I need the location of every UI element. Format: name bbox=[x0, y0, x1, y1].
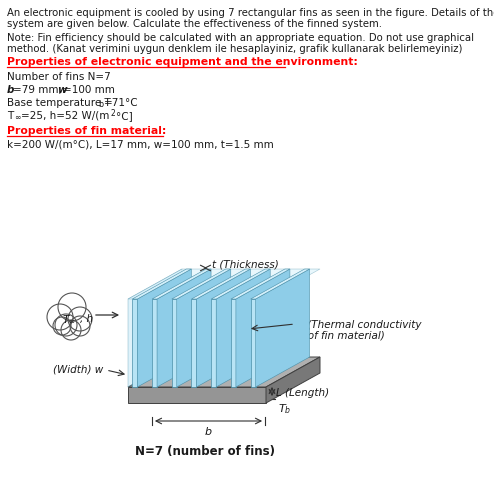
Text: =25, h=52 W/(m: =25, h=52 W/(m bbox=[21, 111, 109, 121]
Polygon shape bbox=[231, 299, 236, 387]
Polygon shape bbox=[172, 299, 177, 387]
Text: , h: , h bbox=[80, 313, 93, 324]
Text: k=200 W/(m°C), L=17 mm, w=100 mm, t=1.5 mm: k=200 W/(m°C), L=17 mm, w=100 mm, t=1.5 … bbox=[7, 140, 274, 150]
Polygon shape bbox=[197, 269, 250, 387]
Polygon shape bbox=[152, 269, 211, 299]
Text: Properties of electronic equipment and the environment:: Properties of electronic equipment and t… bbox=[7, 57, 358, 67]
Text: Properties of fin material:: Properties of fin material: bbox=[7, 126, 166, 136]
Polygon shape bbox=[128, 269, 182, 387]
Polygon shape bbox=[192, 299, 197, 387]
Circle shape bbox=[55, 314, 77, 336]
Polygon shape bbox=[250, 299, 255, 387]
Polygon shape bbox=[255, 269, 310, 387]
Polygon shape bbox=[216, 269, 270, 387]
Text: 2: 2 bbox=[110, 109, 115, 118]
Polygon shape bbox=[192, 269, 250, 299]
Polygon shape bbox=[231, 269, 290, 299]
Polygon shape bbox=[132, 299, 137, 387]
Text: b: b bbox=[7, 85, 14, 95]
Text: w: w bbox=[57, 85, 67, 95]
Polygon shape bbox=[128, 269, 320, 299]
Text: =100 mm: =100 mm bbox=[63, 85, 115, 95]
Circle shape bbox=[61, 320, 81, 340]
Polygon shape bbox=[211, 299, 216, 387]
Polygon shape bbox=[152, 299, 157, 387]
Text: T: T bbox=[7, 111, 13, 121]
Polygon shape bbox=[177, 269, 231, 387]
Text: An electronic equipment is cooled by using 7 rectangular fins as seen in the fig: An electronic equipment is cooled by usi… bbox=[7, 8, 494, 18]
Text: method. (Kanat verimini uygun denklem ile hesaplayiniz, grafik kullanarak belirl: method. (Kanat verimini uygun denklem il… bbox=[7, 44, 462, 54]
Text: t (Thickness): t (Thickness) bbox=[212, 260, 279, 269]
Text: (Width) w: (Width) w bbox=[53, 364, 103, 374]
Circle shape bbox=[70, 316, 90, 336]
Text: L (Length): L (Length) bbox=[276, 387, 329, 397]
Polygon shape bbox=[172, 269, 231, 299]
Text: k (Thermal conductivity: k (Thermal conductivity bbox=[298, 319, 421, 329]
Circle shape bbox=[68, 307, 92, 331]
Text: =71°C: =71°C bbox=[104, 98, 139, 108]
Text: $T_b$: $T_b$ bbox=[278, 401, 291, 415]
Polygon shape bbox=[211, 269, 270, 299]
Polygon shape bbox=[236, 269, 290, 387]
Circle shape bbox=[47, 305, 73, 330]
Text: $T_\infty$: $T_\infty$ bbox=[62, 312, 76, 324]
Text: ∞: ∞ bbox=[14, 113, 20, 122]
Polygon shape bbox=[266, 357, 320, 403]
Circle shape bbox=[58, 293, 86, 321]
Polygon shape bbox=[157, 269, 211, 387]
Text: =79 mm,: =79 mm, bbox=[13, 85, 65, 95]
Text: of fin material): of fin material) bbox=[298, 330, 385, 340]
Polygon shape bbox=[132, 269, 191, 299]
Text: b: b bbox=[205, 426, 211, 436]
Text: Note: Fin efficiency should be calculated with an appropriate equation. Do not u: Note: Fin efficiency should be calculate… bbox=[7, 33, 474, 43]
Polygon shape bbox=[128, 357, 320, 387]
Text: Base temperature T: Base temperature T bbox=[7, 98, 111, 108]
Polygon shape bbox=[250, 269, 310, 299]
Polygon shape bbox=[137, 269, 191, 387]
Text: b: b bbox=[98, 100, 103, 109]
Polygon shape bbox=[128, 387, 266, 403]
Text: °C]: °C] bbox=[116, 111, 133, 121]
Circle shape bbox=[53, 317, 71, 335]
Text: N=7 (number of fins): N=7 (number of fins) bbox=[135, 444, 275, 457]
Text: system are given below. Calculate the effectiveness of the finned system.: system are given below. Calculate the ef… bbox=[7, 19, 382, 29]
Text: Number of fins N=7: Number of fins N=7 bbox=[7, 72, 111, 82]
